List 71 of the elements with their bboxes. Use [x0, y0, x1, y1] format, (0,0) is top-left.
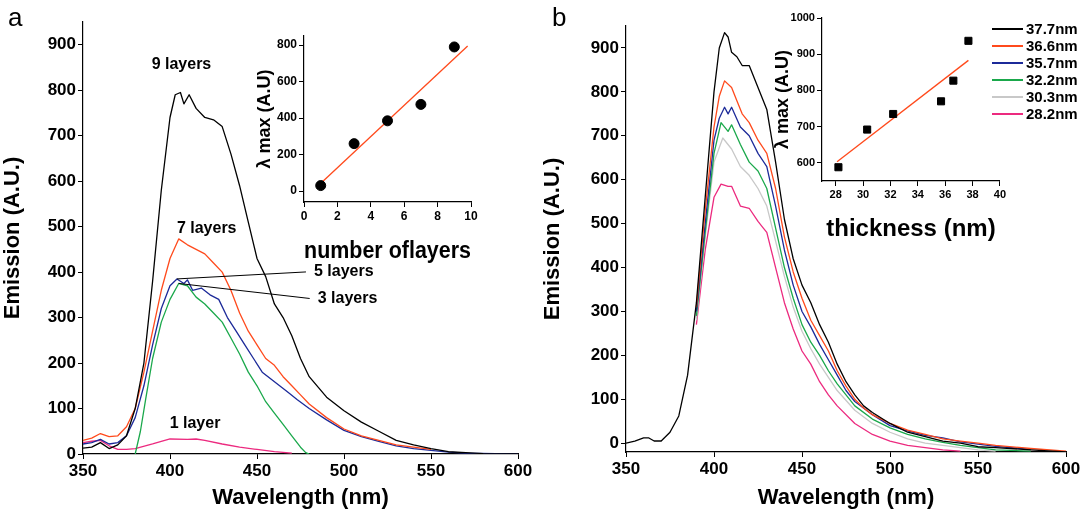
x-tick-label: 0: [300, 208, 308, 223]
x-tick-label: 38: [966, 187, 979, 200]
series-label: 9 layers: [151, 54, 212, 72]
y-tick-label: 300: [590, 301, 619, 321]
y-tick-label: 0: [66, 443, 76, 463]
y-tick-label: 200: [276, 146, 298, 161]
x-tick-label: 28: [829, 187, 842, 200]
y-tick-label: 700: [796, 119, 815, 132]
x-tick-label: 400: [699, 458, 729, 478]
legend-label: 30.3nm: [1026, 88, 1078, 105]
x-tick-label: 34: [911, 187, 925, 200]
y-axis-title: Emission (A.U.): [0, 156, 25, 320]
x-tick-label: 450: [242, 460, 272, 480]
legend-label: 32.2nm: [1026, 71, 1078, 88]
x-tick-label: 500: [329, 460, 359, 480]
series-label: 1 layer: [169, 414, 221, 432]
text: 3 layers: [317, 288, 378, 306]
y-tick-label: 400: [276, 110, 298, 125]
y-tick-label: 100: [47, 398, 76, 418]
x-tick-label: 6: [400, 208, 408, 223]
y-tick-label: 100: [590, 388, 619, 408]
x-tick-label: 350: [611, 458, 641, 478]
x-tick-label: 500: [875, 458, 905, 478]
y-tick-label: 900: [590, 37, 619, 57]
legend-label: 37.7nm: [1026, 20, 1078, 37]
x-tick-label: 32: [884, 187, 897, 200]
x-tick-label: 600: [1051, 458, 1081, 478]
x-tick-label: 10: [464, 208, 478, 223]
chart-title: a: [8, 2, 23, 33]
x-tick-label: 350: [68, 460, 98, 480]
y-tick-label: 800: [796, 83, 815, 96]
y-axis-title: λ max (A.U): [771, 49, 792, 150]
legend-label: 28.2nm: [1026, 105, 1078, 122]
y-tick-label: 1000: [790, 11, 815, 24]
y-tick-label: 200: [47, 352, 76, 372]
y-tick-label: 600: [796, 155, 815, 168]
y-tick-label: 900: [796, 47, 815, 60]
x-tick-label: 4: [367, 208, 375, 223]
x-axis-title: Wavelength (nm): [212, 483, 389, 509]
y-tick-label: 600: [276, 73, 298, 88]
y-tick-label: 400: [47, 261, 76, 281]
y-tick-label: 900: [47, 34, 76, 54]
x-tick-label: 30: [856, 187, 870, 200]
y-tick-label: 400: [590, 257, 619, 277]
y-tick-label: 700: [47, 125, 76, 145]
y-axis-title: λ max (A.U): [253, 69, 274, 169]
series-label: 7 layers: [176, 219, 237, 237]
y-tick-label: 700: [590, 125, 619, 145]
x-tick-label: 40: [993, 187, 1007, 200]
y-tick-label: 800: [47, 79, 76, 99]
chart-title: b: [552, 2, 567, 33]
x-tick-label: 600: [503, 460, 533, 480]
x-tick-label: 450: [787, 458, 817, 478]
x-tick-label: 400: [155, 460, 185, 480]
legend-label: 35.7nm: [1026, 54, 1078, 71]
x-tick-label: 8: [434, 208, 442, 223]
x-tick-label: 2: [334, 208, 342, 223]
y-tick-label: 0: [609, 432, 619, 452]
x-tick-label: 550: [416, 460, 446, 480]
y-tick-label: 800: [276, 37, 298, 52]
x-tick-label: 36: [939, 187, 952, 200]
x-axis-title: thickness (nm): [826, 214, 996, 242]
x-axis-title: number oflayers: [304, 236, 471, 264]
y-tick-label: 200: [590, 345, 619, 365]
legend-label: 36.6nm: [1026, 37, 1078, 54]
y-tick-label: 800: [590, 81, 619, 101]
text: 5 layers: [313, 262, 374, 280]
x-tick-label: 550: [963, 458, 993, 478]
x-axis-title: Wavelength (nm): [757, 483, 935, 509]
y-tick-label: 300: [47, 307, 76, 327]
y-axis-title: Emission (A.U.): [539, 157, 565, 321]
